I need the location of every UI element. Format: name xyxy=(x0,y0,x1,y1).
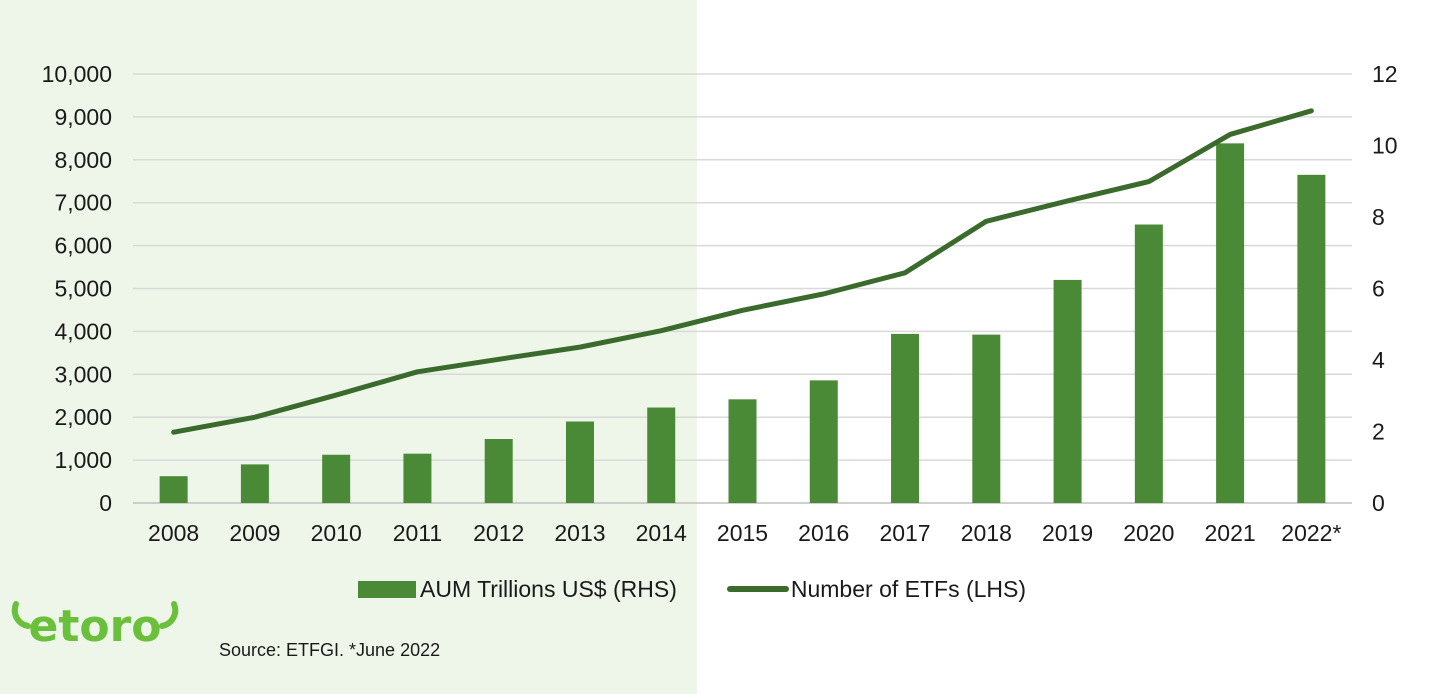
x-tick-label: 2011 xyxy=(393,520,442,546)
y-left-tick-label: 5,000 xyxy=(54,276,112,302)
y-left-tick-label: 1,000 xyxy=(54,447,112,473)
y-left-tick-label: 6,000 xyxy=(54,233,112,259)
legend-item-aum: AUM Trillions US$ (RHS) xyxy=(358,576,677,603)
y-right-tick-label: 8 xyxy=(1372,204,1385,230)
y-right-tick-label: 2 xyxy=(1372,419,1385,445)
bar xyxy=(647,407,676,503)
y-left-tick-label: 9,000 xyxy=(54,104,112,130)
y-left-tick-label: 0 xyxy=(99,490,112,516)
bar xyxy=(240,464,269,503)
x-tick-label: 2022* xyxy=(1281,520,1341,546)
x-tick-label: 2015 xyxy=(717,520,768,546)
x-tick-label: 2020 xyxy=(1123,520,1174,546)
y-left-tick-label: 10,000 xyxy=(42,61,112,87)
y-left-tick-label: 7,000 xyxy=(54,190,112,216)
bar xyxy=(403,453,432,503)
bar xyxy=(728,399,757,503)
legend-label-aum: AUM Trillions US$ (RHS) xyxy=(420,575,677,602)
x-tick-label: 2019 xyxy=(1042,520,1093,546)
legend-label-etf-count: Number of ETFs (LHS) xyxy=(790,575,1027,602)
x-tick-label: 2016 xyxy=(798,520,849,546)
y-right-tick-label: 4 xyxy=(1372,347,1385,373)
x-tick-label: 2021 xyxy=(1205,520,1256,546)
bar xyxy=(891,333,920,503)
y-left-tick-label: 4,000 xyxy=(54,318,112,344)
legend-swatch-line xyxy=(726,586,789,592)
bar xyxy=(809,380,838,503)
svg-text:etoro: etoro xyxy=(28,601,161,652)
x-tick-label: 2013 xyxy=(554,520,605,546)
x-tick-label: 2017 xyxy=(879,520,930,546)
bar xyxy=(1134,224,1163,503)
x-tick-label: 2014 xyxy=(636,520,687,546)
y-left-tick-label: 2,000 xyxy=(54,404,112,430)
bar xyxy=(322,454,351,503)
bar xyxy=(1216,143,1245,504)
chart-legend: AUM Trillions US$ (RHS) Number of ETFs (… xyxy=(358,574,1026,604)
x-tick-label: 2018 xyxy=(961,520,1012,546)
x-tick-label: 2009 xyxy=(229,520,280,546)
bar xyxy=(1053,279,1082,503)
y-right-tick-label: 10 xyxy=(1372,133,1398,159)
legend-swatch-bar xyxy=(358,580,416,598)
y-left-tick-label: 3,000 xyxy=(54,361,112,387)
y-left-tick-label: 8,000 xyxy=(54,147,112,173)
bar xyxy=(972,334,1001,503)
bar xyxy=(1297,174,1326,503)
x-tick-label: 2008 xyxy=(148,520,199,546)
x-tick-label: 2012 xyxy=(473,520,524,546)
etoro-logo: etoro xyxy=(11,601,179,652)
bar xyxy=(159,476,188,503)
source-note: Source: ETFGI. *June 2022 xyxy=(219,640,441,660)
x-tick-label: 2010 xyxy=(311,520,362,546)
y-right-tick-label: 0 xyxy=(1372,490,1385,516)
legend-item-etf-count: Number of ETFs (LHS) xyxy=(677,576,1026,603)
y-right-tick-label: 6 xyxy=(1372,276,1385,302)
y-right-tick-label: 12 xyxy=(1372,61,1398,87)
bar xyxy=(484,439,513,503)
line-series-etf-count xyxy=(171,108,1314,435)
bar xyxy=(565,421,594,503)
